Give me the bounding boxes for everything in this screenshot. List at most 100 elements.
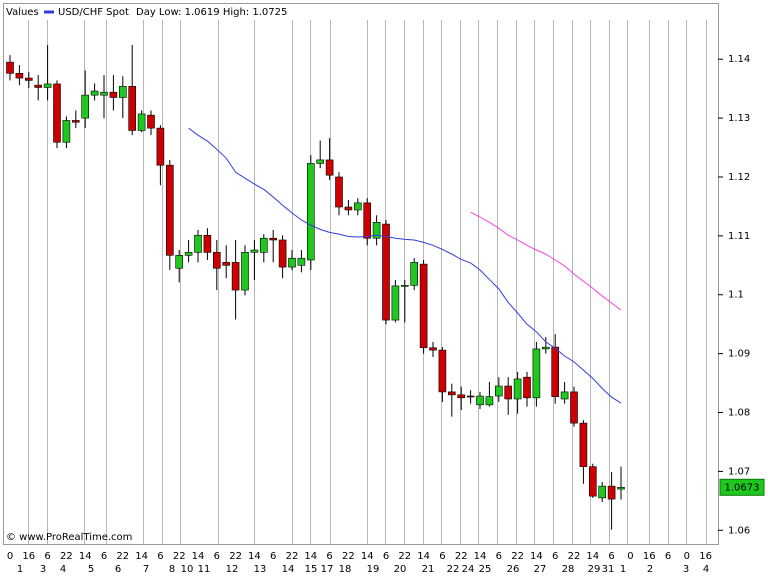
x-date-label: 17 (321, 564, 334, 575)
x-hour-label: 0 (627, 551, 633, 562)
y-tick-label: 1.11 (728, 231, 750, 242)
x-date-label: 24 (462, 564, 475, 575)
x-hour-label: 16 (22, 551, 35, 562)
x-date-label: 4 (60, 564, 66, 575)
candle-body (353, 202, 362, 211)
candle-body (278, 239, 287, 268)
x-date-label: 22 (447, 564, 460, 575)
x-date-label: 19 (367, 564, 380, 575)
x-hour-label: 14 (586, 551, 599, 562)
x-date-label: 27 (534, 564, 547, 575)
candle-body (400, 285, 409, 287)
plot (6, 45, 625, 530)
candle-body (325, 159, 334, 176)
candle-body (523, 376, 531, 399)
x-hour-label: 14 (474, 551, 487, 562)
x-date-label: 31 (602, 564, 615, 575)
x-date-label: 25 (479, 564, 492, 575)
candle-body (447, 391, 456, 396)
x-hour-label: 6 (157, 551, 163, 562)
x-hour-label: 14 (530, 551, 543, 562)
candle-body (81, 94, 89, 119)
y-tick-label: 1.06 (728, 525, 750, 536)
candle-body (213, 252, 221, 269)
x-hour-label: 22 (511, 551, 524, 562)
candle-body (24, 77, 33, 81)
x-hour-label: 6 (44, 551, 50, 562)
candle-body (382, 223, 390, 321)
x-date-label: 7 (143, 564, 149, 575)
y-tick-label: 1.08 (728, 408, 750, 419)
x-date-label: 2 (647, 564, 653, 575)
candle-body (269, 237, 278, 241)
x-date-label: 6 (115, 564, 121, 575)
x-date-label: 29 (588, 564, 601, 575)
candle-body (119, 86, 127, 98)
candle-body (335, 176, 343, 208)
candle-body (250, 249, 259, 253)
day-range: Day Low: 1.0619 High: 1.0725 (136, 7, 287, 18)
x-date-label: 3 (40, 564, 46, 575)
legend-label: Values (6, 7, 39, 18)
x-hour-label: 14 (248, 551, 261, 562)
credit: © www.ProRealTime.com (6, 532, 132, 543)
x-date-label: 10 (181, 564, 194, 575)
candle-body (532, 348, 541, 399)
candle-body (607, 485, 616, 500)
candle-body (560, 391, 569, 400)
x-hour-label: 14 (192, 551, 205, 562)
x-date-label: 20 (394, 564, 407, 575)
y-tick-label: 1.1 (728, 290, 744, 301)
candle-body (419, 263, 428, 349)
x-hour-label: 14 (361, 551, 374, 562)
x-hour-label: 6 (608, 551, 614, 562)
candle-body (194, 234, 202, 253)
x-hour-label: 14 (79, 551, 92, 562)
candle-body (109, 91, 118, 98)
candle-body (297, 257, 306, 266)
candle-body (372, 222, 381, 239)
x-hour-label: 0 (684, 551, 690, 562)
candle-body (438, 349, 447, 393)
y-tick-label: 1.14 (728, 54, 750, 65)
x-hour-label: 22 (116, 551, 129, 562)
candle-body (306, 163, 315, 261)
candle-body (43, 83, 52, 88)
x-hour-label: 22 (173, 551, 186, 562)
x-hour-label: 14 (135, 551, 148, 562)
candle-body (62, 120, 71, 143)
candle-body (588, 466, 597, 497)
candle-body (147, 114, 155, 129)
x-date-label: 28 (562, 564, 575, 575)
moving-average (188, 127, 622, 404)
day-high-label: High: (223, 7, 249, 18)
candle-body (156, 127, 165, 166)
candle-body (175, 254, 183, 269)
x-date-label: 3 (683, 564, 689, 575)
day-low: 1.0619 (185, 7, 220, 18)
x-hour-label: 6 (270, 551, 276, 562)
x-hour-label: 22 (286, 551, 299, 562)
candle-body (504, 385, 513, 400)
candle-body (184, 252, 193, 256)
candle-body (513, 378, 522, 400)
x-hour-label: 22 (342, 551, 355, 562)
last-price-box (719, 478, 765, 496)
candle-body (15, 73, 24, 79)
candle-body (90, 90, 99, 96)
candle-body (231, 262, 240, 291)
candle-body (241, 252, 249, 291)
x-date-label: 14 (282, 564, 295, 575)
candle-body (344, 206, 353, 211)
candle-body (410, 262, 419, 286)
candle-body (551, 346, 560, 397)
x-hour-label: 0 (7, 551, 13, 562)
x-date-label: 26 (507, 564, 520, 575)
candle-body (429, 347, 437, 351)
x-date-label: 12 (226, 564, 239, 575)
candle-body (72, 120, 80, 123)
x-hour-label: 22 (455, 551, 468, 562)
x-hour-label: 6 (101, 551, 107, 562)
x-date-label: 15 (305, 564, 318, 575)
